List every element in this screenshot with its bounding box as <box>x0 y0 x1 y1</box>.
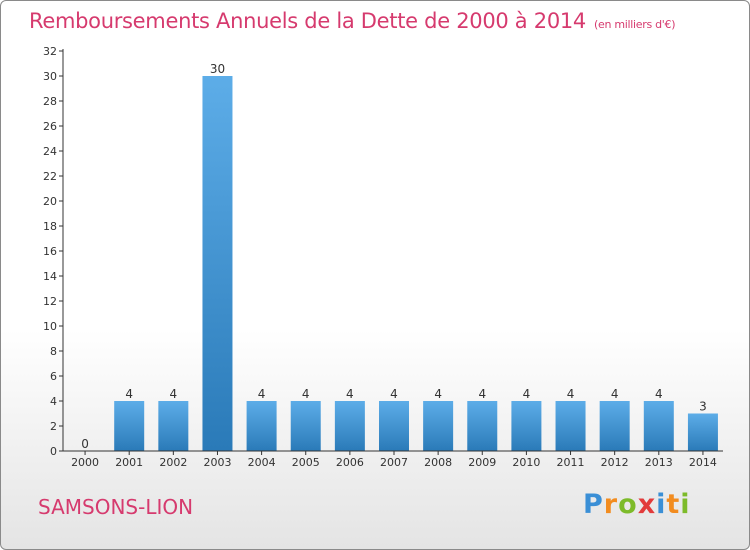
bar-2001 <box>114 401 145 451</box>
x-tick-label-2003: 2003 <box>203 456 231 469</box>
logo-letter: P <box>583 489 604 520</box>
chart-subtitle: (en milliers d'€) <box>594 18 676 31</box>
logo-letter: r <box>603 489 619 520</box>
bar-2004 <box>246 401 277 451</box>
data-label-2009: 4 <box>478 387 486 401</box>
proxiti-logo[interactable]: Proxiti <box>583 489 691 520</box>
y-tick-label-8: 8 <box>50 345 57 358</box>
logo-letter: i <box>680 489 691 520</box>
logo-letter: o <box>618 489 638 520</box>
x-tick-label-2001: 2001 <box>115 456 143 469</box>
y-tick-label-6: 6 <box>50 370 57 383</box>
y-tick-label-0: 0 <box>50 445 57 458</box>
y-tick-label-32: 32 <box>43 45 57 58</box>
x-tick-label-2010: 2010 <box>512 456 540 469</box>
data-label-2006: 4 <box>346 387 354 401</box>
x-tick-label-2011: 2011 <box>557 456 585 469</box>
data-label-2011: 4 <box>567 387 575 401</box>
data-label-2002: 4 <box>170 387 178 401</box>
bar-2014 <box>687 413 718 451</box>
y-tick-label-12: 12 <box>43 295 57 308</box>
x-tick-label-2014: 2014 <box>689 456 717 469</box>
x-tick-label-2012: 2012 <box>601 456 629 469</box>
data-label-2005: 4 <box>302 387 310 401</box>
bar-2012 <box>599 401 630 451</box>
chart-title-text: Remboursements Annuels de la Dette de 20… <box>29 9 586 33</box>
logo-letter: i <box>656 489 667 520</box>
data-label-2003: 30 <box>210 62 225 76</box>
data-label-2004: 4 <box>258 387 266 401</box>
bar-2002 <box>158 401 189 451</box>
y-tick-label-18: 18 <box>43 220 57 233</box>
x-tick-label-2008: 2008 <box>424 456 452 469</box>
data-label-2007: 4 <box>390 387 398 401</box>
y-tick-label-24: 24 <box>43 145 57 158</box>
bars-group <box>114 76 718 451</box>
bar-2005 <box>290 401 321 451</box>
y-tick-label-22: 22 <box>43 170 57 183</box>
data-label-2010: 4 <box>523 387 531 401</box>
commune-name: SAMSONS-LION <box>38 495 194 519</box>
x-tick-label-2002: 2002 <box>159 456 187 469</box>
x-tick-label-2007: 2007 <box>380 456 408 469</box>
x-tick-label-2005: 2005 <box>292 456 320 469</box>
bar-2009 <box>467 401 498 451</box>
data-label-2013: 4 <box>655 387 663 401</box>
bar-2008 <box>423 401 454 451</box>
x-tick-label-2013: 2013 <box>645 456 673 469</box>
chart-title: Remboursements Annuels de la Dette de 20… <box>29 9 675 33</box>
y-tick-label-10: 10 <box>43 320 57 333</box>
x-tick-label-2000: 2000 <box>71 456 99 469</box>
data-labels-group: 0 4 4 30 4 4 4 4 4 4 4 4 4 4 3 <box>81 62 707 451</box>
data-label-2001: 4 <box>125 387 133 401</box>
bar-2010 <box>511 401 542 451</box>
y-tick-label-14: 14 <box>43 270 57 283</box>
bar-2006 <box>334 401 365 451</box>
bar-2007 <box>379 401 409 451</box>
y-tick-label-4: 4 <box>50 395 57 408</box>
y-tick-label-16: 16 <box>43 245 57 258</box>
bar-2003 <box>202 76 233 451</box>
bar-2013 <box>643 401 674 451</box>
y-tick-label-26: 26 <box>43 120 57 133</box>
data-label-2012: 4 <box>611 387 619 401</box>
y-tick-label-2: 2 <box>50 420 57 433</box>
y-tick-label-30: 30 <box>43 70 57 83</box>
logo-letter: t <box>666 489 681 520</box>
bar-2011 <box>555 401 586 451</box>
logo-letter: x <box>637 489 657 520</box>
y-tick-label-28: 28 <box>43 95 57 108</box>
data-label-2014: 3 <box>699 400 707 414</box>
data-label-2000: 0 <box>81 437 89 451</box>
y-tick-label-20: 20 <box>43 195 57 208</box>
x-tick-label-2006: 2006 <box>336 456 364 469</box>
x-tick-label-2009: 2009 <box>468 456 496 469</box>
axes-group: 2000 2001 2002 2003 2004 2005 2006 2007 2008 2009… <box>43 45 723 469</box>
x-tick-label-2004: 2004 <box>248 456 276 469</box>
data-label-2008: 4 <box>434 387 442 401</box>
